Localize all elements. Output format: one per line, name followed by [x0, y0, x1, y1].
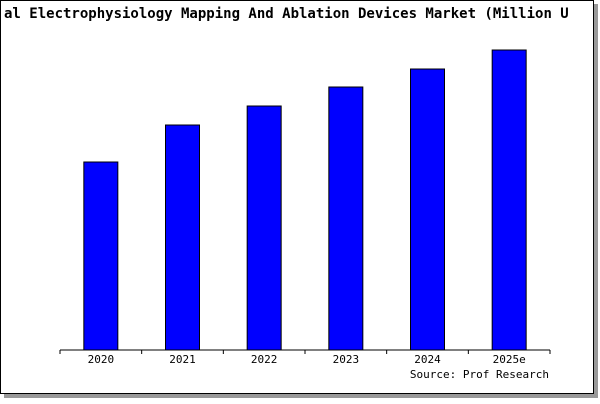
x-tick-label: 2024	[414, 353, 441, 366]
x-tick-label: 2021	[169, 353, 196, 366]
source-note: Source: Prof Research	[410, 368, 549, 381]
x-tick-label: 2020	[88, 353, 115, 366]
chart-title: al Electrophysiology Mapping And Ablatio…	[4, 6, 569, 22]
bar	[410, 68, 445, 351]
bar	[246, 105, 282, 351]
bar	[328, 86, 364, 351]
x-tick-label: 2022	[251, 353, 278, 366]
bar	[83, 161, 119, 351]
bar	[491, 49, 527, 351]
x-tick-label: 2023	[333, 353, 360, 366]
bar	[165, 124, 200, 351]
x-tick-label: 2025e	[493, 353, 526, 366]
